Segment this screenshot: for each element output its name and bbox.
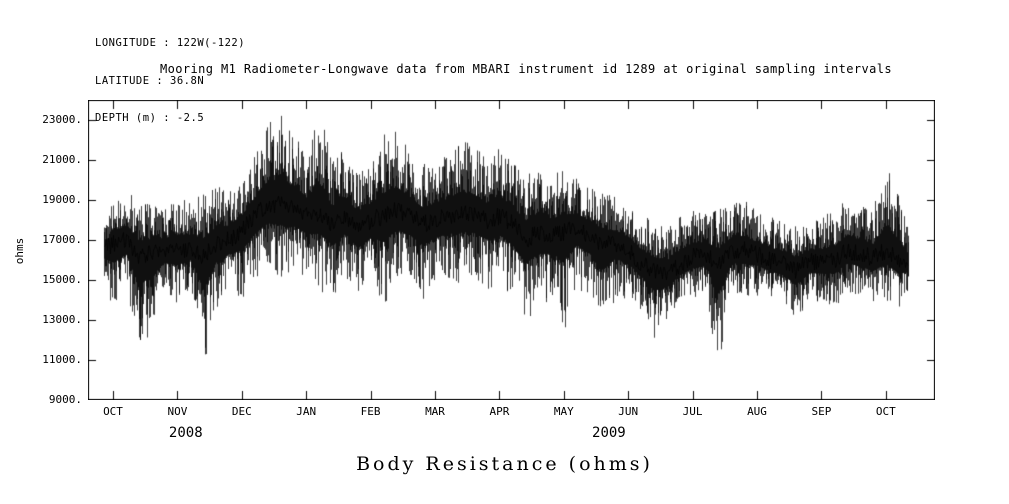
y-tick-label: 17000. bbox=[42, 233, 82, 246]
x-tick-label: NOV bbox=[167, 405, 188, 418]
x-tick-label: SEP bbox=[811, 405, 832, 418]
x-tick-label: OCT bbox=[103, 405, 123, 418]
data-series-canvas bbox=[88, 100, 935, 400]
x-tick-label: JUN bbox=[618, 405, 639, 418]
x-tick-label: JAN bbox=[296, 405, 317, 418]
x-tick-label: AUG bbox=[747, 405, 767, 418]
y-tick-label: 15000. bbox=[42, 273, 82, 286]
x-tick-label: JUL bbox=[682, 405, 703, 418]
x-tick-label: APR bbox=[489, 405, 510, 418]
chart-title: Mooring M1 Radiometer-Longwave data from… bbox=[160, 62, 892, 76]
x-tick-label: MAY bbox=[553, 405, 574, 418]
y-tick-label: 19000. bbox=[42, 193, 82, 206]
y-tick-label: 13000. bbox=[42, 313, 82, 326]
y-tick-label: 11000. bbox=[42, 353, 82, 366]
x-tick-label: OCT bbox=[875, 405, 896, 418]
x-tick-label: FEB bbox=[360, 405, 381, 418]
y-tick-label: 23000. bbox=[42, 113, 82, 126]
y-tick-label: 21000. bbox=[42, 153, 82, 166]
latitude-label: LATITUDE : 36.8N bbox=[95, 74, 205, 87]
year-label: 2008 bbox=[168, 425, 203, 441]
year-label: 2009 bbox=[592, 425, 626, 441]
y-axis-label: ohms bbox=[13, 237, 26, 265]
figure-caption: Body Resistance (ohms) bbox=[356, 453, 653, 475]
x-tick-label: DEC bbox=[231, 405, 252, 418]
x-tick-label: MAR bbox=[425, 405, 445, 418]
longitude-label: LONGITUDE : 122W(-122) bbox=[95, 37, 246, 49]
y-tick-label: 9000. bbox=[48, 393, 82, 406]
plot-area bbox=[88, 100, 935, 400]
